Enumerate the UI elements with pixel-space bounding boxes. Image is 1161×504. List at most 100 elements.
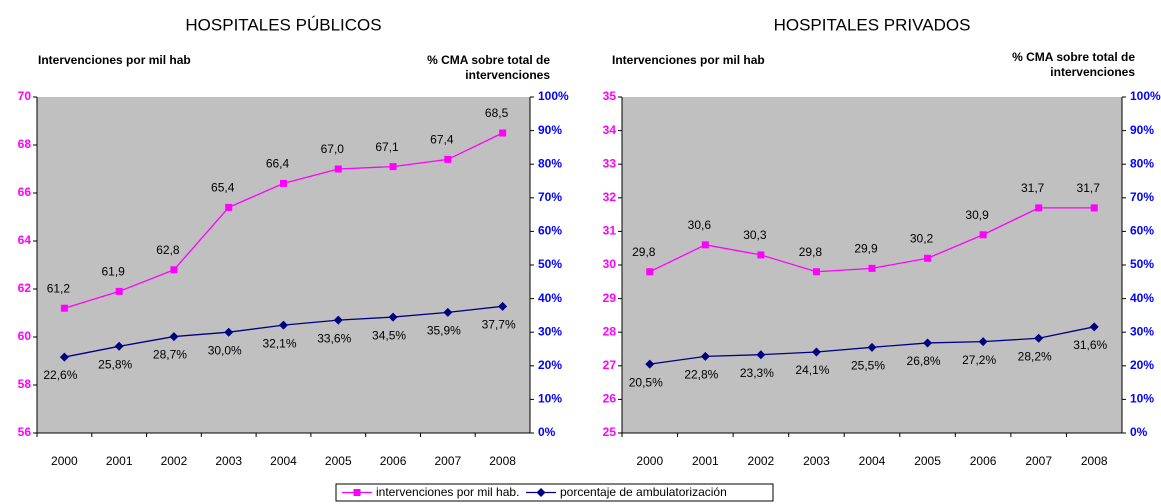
data-label: 20,5% xyxy=(629,375,663,389)
data-label: 61,9 xyxy=(101,265,125,279)
data-label: 65,4 xyxy=(211,181,235,195)
data-label: 25,8% xyxy=(98,357,132,371)
data-label: 30,0% xyxy=(208,343,242,357)
y-tick-label: 60 xyxy=(18,329,32,343)
y-tick-label: 33 xyxy=(603,156,617,170)
marker xyxy=(334,165,342,173)
data-label: 25,5% xyxy=(851,358,885,372)
data-label: 31,6% xyxy=(1073,338,1107,352)
y-tick-label: 26 xyxy=(603,392,617,406)
x-tick-label: 2005 xyxy=(914,454,941,468)
x-tick-label: 2007 xyxy=(1025,454,1052,468)
x-tick-label: 2002 xyxy=(748,454,775,468)
y2-tick-label: 100% xyxy=(538,89,569,103)
marker xyxy=(811,347,821,357)
marker xyxy=(353,489,361,496)
y-axis-label: Intervenciones por mil hab xyxy=(38,53,191,67)
marker xyxy=(279,320,288,330)
marker xyxy=(59,352,69,362)
x-tick-label: 2006 xyxy=(970,454,997,468)
data-label: 35,9% xyxy=(427,324,461,338)
y-axis-label: Intervenciones por mil hab xyxy=(612,53,765,67)
data-label: 29,8 xyxy=(799,245,823,259)
data-label: 34,5% xyxy=(372,328,406,342)
marker xyxy=(169,332,179,342)
marker xyxy=(1035,204,1043,212)
data-label: 24,1% xyxy=(795,363,829,377)
marker xyxy=(923,338,933,348)
y2-tick-label: 0% xyxy=(1130,425,1148,439)
y2-tick-label: 10% xyxy=(1130,392,1154,406)
y2-tick-label: 90% xyxy=(538,123,562,137)
x-tick-label: 2001 xyxy=(106,454,133,468)
chart-title: HOSPITALES PÚBLICOS xyxy=(185,15,381,34)
data-label: 62,8 xyxy=(156,243,180,257)
x-tick-label: 2005 xyxy=(325,454,352,468)
marker xyxy=(1090,204,1098,212)
data-label: 28,7% xyxy=(153,348,187,362)
marker xyxy=(388,312,398,322)
marker xyxy=(756,350,766,360)
marker xyxy=(280,179,287,187)
x-tick-label: 2001 xyxy=(692,454,719,468)
x-tick-label: 2002 xyxy=(161,454,188,468)
data-label: 31,7 xyxy=(1021,181,1045,195)
marker xyxy=(757,251,765,259)
legend-label: intervenciones por mil hab. xyxy=(376,485,519,499)
legend-label: porcentaje de ambulatorización xyxy=(560,485,727,499)
data-label: 68,5 xyxy=(485,106,509,120)
marker xyxy=(978,337,988,347)
marker xyxy=(536,488,546,497)
y-tick-label: 32 xyxy=(603,190,617,204)
y2-tick-label: 50% xyxy=(538,257,562,271)
marker xyxy=(115,287,123,295)
marker xyxy=(701,241,709,249)
y2-tick-label: 40% xyxy=(1130,291,1154,305)
marker xyxy=(645,359,655,369)
data-label: 37,7% xyxy=(482,317,516,331)
marker xyxy=(1089,322,1099,332)
y-tick-label: 64 xyxy=(18,233,32,247)
marker xyxy=(224,327,234,337)
y2-tick-label: 80% xyxy=(1130,156,1154,170)
data-label: 30,2 xyxy=(910,231,934,245)
y-tick-label: 70 xyxy=(18,89,32,103)
data-label: 27,2% xyxy=(962,353,996,367)
y2-tick-label: 80% xyxy=(538,156,562,170)
data-label: 67,1 xyxy=(375,140,399,154)
data-label: 26,8% xyxy=(907,354,941,368)
y-tick-label: 58 xyxy=(18,377,32,391)
marker xyxy=(700,351,710,361)
data-label: 29,8 xyxy=(632,245,656,259)
x-tick-label: 2004 xyxy=(270,454,297,468)
x-tick-label: 2006 xyxy=(380,454,407,468)
marker xyxy=(170,266,178,274)
y-tick-label: 29 xyxy=(603,291,617,305)
x-tick-label: 2007 xyxy=(434,454,461,468)
marker xyxy=(812,268,820,276)
data-label: 22,6% xyxy=(43,368,77,382)
marker xyxy=(444,155,452,163)
y2-axis-label: % CMA sobre total de intervenciones xyxy=(427,53,550,82)
y2-axis-label: % CMA sobre total de intervenciones xyxy=(1012,50,1135,79)
x-tick-label: 2003 xyxy=(803,454,830,468)
y2-tick-label: 90% xyxy=(1130,123,1154,137)
data-label: 31,7 xyxy=(1077,181,1101,195)
y-tick-label: 62 xyxy=(18,281,32,295)
y-tick-label: 31 xyxy=(603,224,617,238)
data-label: 30,3 xyxy=(743,228,767,242)
y2-tick-label: 70% xyxy=(538,190,562,204)
marker xyxy=(498,301,508,311)
marker xyxy=(979,231,987,239)
data-label: 67,4 xyxy=(430,133,454,147)
y2-tick-label: 0% xyxy=(538,425,556,439)
marker xyxy=(1034,333,1044,343)
y2-tick-label: 30% xyxy=(538,324,562,338)
y2-tick-label: 20% xyxy=(538,358,562,372)
x-tick-label: 2003 xyxy=(215,454,242,468)
x-tick-label: 2000 xyxy=(51,454,78,468)
y2-tick-label: 70% xyxy=(1130,190,1154,204)
y-tick-label: 25 xyxy=(603,425,617,439)
y2-tick-label: 60% xyxy=(1130,224,1154,238)
y-tick-label: 34 xyxy=(603,123,617,137)
